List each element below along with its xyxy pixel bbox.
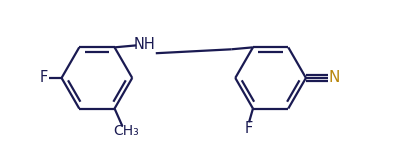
Text: CH₃: CH₃	[113, 124, 139, 138]
Text: F: F	[40, 70, 48, 86]
Text: NH: NH	[134, 37, 156, 52]
Text: N: N	[329, 70, 340, 86]
Text: F: F	[245, 121, 253, 136]
